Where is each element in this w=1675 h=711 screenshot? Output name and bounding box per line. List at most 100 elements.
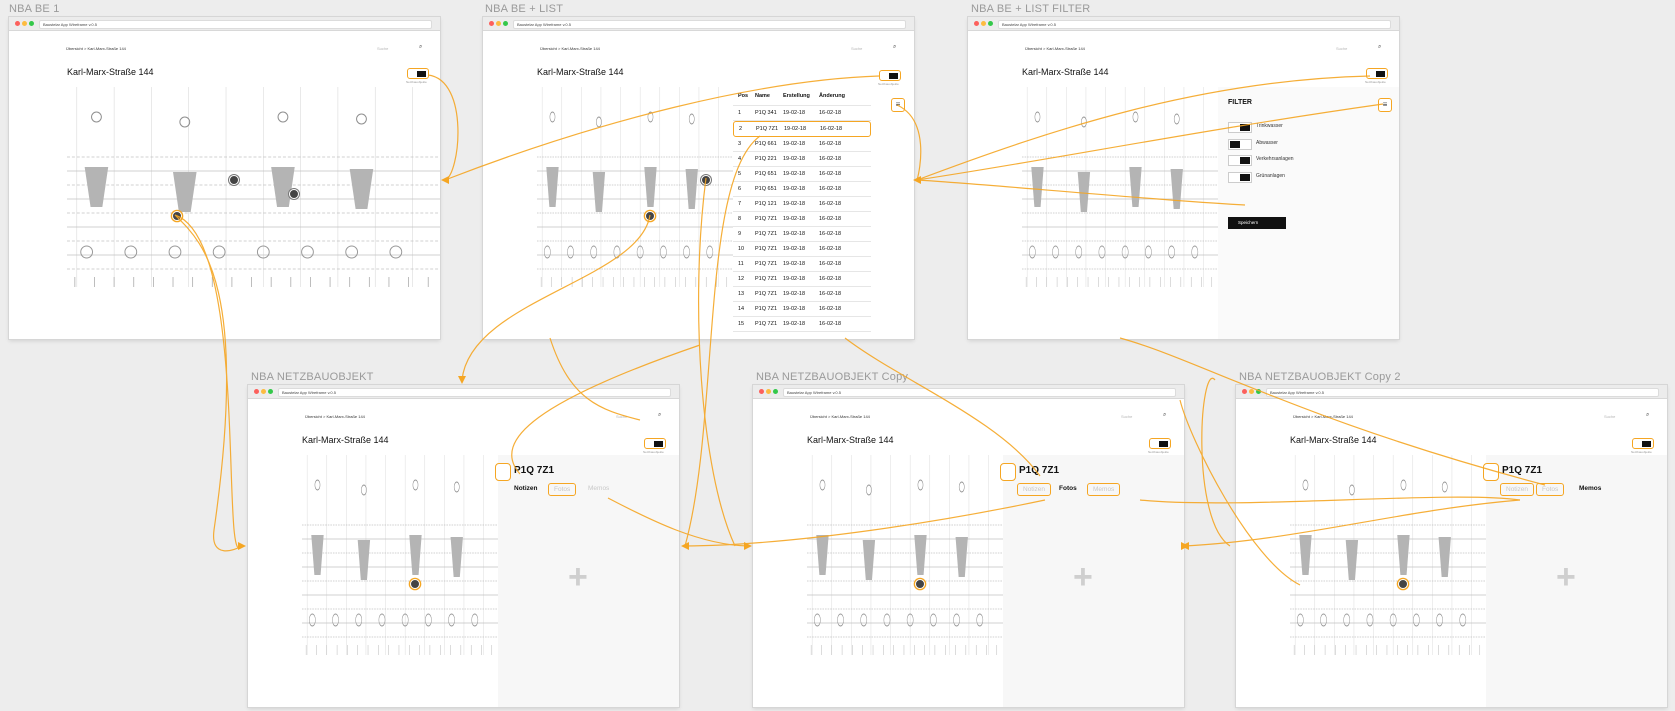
object-badge-icon[interactable] <box>1000 463 1016 481</box>
construction-plan-image[interactable] <box>1290 455 1486 655</box>
table-row[interactable]: 2 P1Q 7Z1 19-02-18 16-02-18 <box>733 121 871 137</box>
map-pin-icon[interactable] <box>410 579 420 589</box>
minimize-dot-icon[interactable] <box>22 21 27 26</box>
address-bar[interactable]: Baustelar App Wireframe v.0.5 <box>998 20 1391 29</box>
tab-memos[interactable]: Memos <box>588 485 610 492</box>
toggle-switch[interactable] <box>407 68 429 79</box>
toggle-switch[interactable] <box>1149 438 1171 449</box>
table-row[interactable]: 13 P1Q 7Z1 19-02-18 16-02-18 <box>733 287 871 302</box>
plus-icon[interactable]: + <box>1556 558 1576 596</box>
tab-notes[interactable]: Notizen <box>514 485 538 492</box>
tab-photos[interactable]: Fotos <box>548 483 577 496</box>
filter-icon[interactable]: ≡ <box>891 98 905 112</box>
tab-photos[interactable]: Fotos <box>1059 485 1077 492</box>
map-pin-icon[interactable] <box>172 211 182 221</box>
table-row[interactable]: 5 P1Q 651 19-02-18 16-02-18 <box>733 167 871 182</box>
search-icon[interactable]: ⌕ <box>893 44 897 50</box>
map-pin-icon[interactable] <box>229 175 239 185</box>
object-badge-icon[interactable] <box>495 463 511 481</box>
col-name[interactable]: Name <box>755 93 770 99</box>
table-row[interactable]: 1 P1Q 341 19-02-18 16-02-18 <box>733 106 871 121</box>
tab-memos[interactable]: Memos <box>1579 485 1602 492</box>
construction-plan-image[interactable] <box>807 455 1003 655</box>
close-dot-icon[interactable] <box>974 21 979 26</box>
toggle-switch[interactable] <box>644 438 666 449</box>
save-button[interactable]: Speichern <box>1228 217 1286 229</box>
search-icon[interactable]: ⌕ <box>1646 412 1650 418</box>
minimize-dot-icon[interactable] <box>981 21 986 26</box>
toggle-switch[interactable] <box>1366 68 1388 79</box>
table-row[interactable]: 10 P1Q 7Z1 19-02-18 16-02-18 <box>733 242 871 257</box>
search-icon[interactable]: ⌕ <box>419 44 423 50</box>
search-input[interactable]: Suche <box>1604 414 1616 419</box>
map-pin-icon[interactable] <box>701 175 711 185</box>
close-dot-icon[interactable] <box>254 389 259 394</box>
breadcrumb[interactable]: Übersicht > Karl-Marx-Straße 144 <box>1293 414 1353 419</box>
table-row[interactable]: 12 P1Q 7Z1 19-02-18 16-02-18 <box>733 272 871 287</box>
close-dot-icon[interactable] <box>759 389 764 394</box>
search-icon[interactable]: ⌕ <box>658 412 662 418</box>
minimize-dot-icon[interactable] <box>1249 389 1254 394</box>
search-input[interactable]: Suche <box>1336 46 1348 51</box>
maximize-dot-icon[interactable] <box>988 21 993 26</box>
breadcrumb[interactable]: Übersicht > Karl-Marx-Straße 144 <box>66 46 126 51</box>
table-row[interactable]: 9 P1Q 7Z1 19-02-18 16-02-18 <box>733 227 871 242</box>
breadcrumb[interactable]: Übersicht > Karl-Marx-Straße 144 <box>810 414 870 419</box>
address-bar[interactable]: Baustelar App Wireframe v.0.5 <box>39 20 432 29</box>
maximize-dot-icon[interactable] <box>29 21 34 26</box>
col-changed[interactable]: Änderung <box>819 93 845 99</box>
construction-plan-image[interactable] <box>67 87 440 287</box>
address-bar[interactable]: Baustelar App Wireframe v.0.5 <box>513 20 906 29</box>
col-pos[interactable]: Pos <box>738 93 749 99</box>
minimize-dot-icon[interactable] <box>261 389 266 394</box>
tab-notes[interactable]: Notizen <box>1017 483 1052 496</box>
plus-icon[interactable]: + <box>568 558 588 596</box>
construction-plan-image[interactable] <box>302 455 498 655</box>
construction-plan-image[interactable] <box>1022 87 1218 287</box>
table-row[interactable]: 6 P1Q 651 19-02-18 16-02-18 <box>733 182 871 197</box>
minimize-dot-icon[interactable] <box>496 21 501 26</box>
close-dot-icon[interactable] <box>489 21 494 26</box>
construction-plan-image[interactable] <box>537 87 733 287</box>
toggle-switch[interactable] <box>1632 438 1654 449</box>
maximize-dot-icon[interactable] <box>1256 389 1261 394</box>
table-row[interactable]: 3 P1Q 661 19-02-18 16-02-18 <box>733 137 871 152</box>
table-row[interactable]: 4 P1Q 221 19-02-18 16-02-18 <box>733 152 871 167</box>
plus-icon[interactable]: + <box>1073 558 1093 596</box>
maximize-dot-icon[interactable] <box>503 21 508 26</box>
search-icon[interactable]: ⌕ <box>1378 44 1382 50</box>
address-bar[interactable]: Baustelar App Wireframe v.0.5 <box>1266 388 1659 397</box>
search-input[interactable]: Suche <box>851 46 863 51</box>
col-created[interactable]: Erstellung <box>783 93 810 99</box>
table-row[interactable]: 11 P1Q 7Z1 19-02-18 16-02-18 <box>733 257 871 272</box>
minimize-dot-icon[interactable] <box>766 389 771 394</box>
table-row[interactable]: 15 P1Q 7Z1 19-02-18 16-02-18 <box>733 317 871 332</box>
map-pin-icon[interactable] <box>1398 579 1408 589</box>
table-row[interactable]: 7 P1Q 121 19-02-18 16-02-18 <box>733 197 871 212</box>
filter-toggle[interactable] <box>1228 172 1252 183</box>
search-input[interactable]: Suche <box>1121 414 1133 419</box>
filter-toggle[interactable] <box>1228 155 1252 166</box>
search-icon[interactable]: ⌕ <box>1163 412 1167 418</box>
filter-icon[interactable]: ≡ <box>1378 98 1392 112</box>
search-input[interactable]: Suche <box>616 414 628 419</box>
tab-notes[interactable]: Notizen <box>1500 483 1535 496</box>
breadcrumb[interactable]: Übersicht > Karl-Marx-Straße 144 <box>540 46 600 51</box>
search-input[interactable]: Suche <box>377 46 389 51</box>
filter-toggle[interactable] <box>1228 139 1252 150</box>
table-row[interactable]: 8 P1Q 7Z1 19-02-18 16-02-18 <box>733 212 871 227</box>
filter-toggle[interactable] <box>1228 122 1252 133</box>
table-row[interactable]: 14 P1Q 7Z1 19-02-18 16-02-18 <box>733 302 871 317</box>
breadcrumb[interactable]: Übersicht > Karl-Marx-Straße 144 <box>1025 46 1085 51</box>
close-dot-icon[interactable] <box>15 21 20 26</box>
toggle-switch[interactable] <box>879 70 901 81</box>
close-dot-icon[interactable] <box>1242 389 1247 394</box>
maximize-dot-icon[interactable] <box>268 389 273 394</box>
tab-photos[interactable]: Fotos <box>1536 483 1565 496</box>
tab-memos[interactable]: Memos <box>1087 483 1121 496</box>
map-pin-icon[interactable] <box>915 579 925 589</box>
maximize-dot-icon[interactable] <box>773 389 778 394</box>
address-bar[interactable]: Baustelar App Wireframe v.0.5 <box>783 388 1176 397</box>
map-pin-icon[interactable] <box>645 211 655 221</box>
breadcrumb[interactable]: Übersicht > Karl-Marx-Straße 144 <box>305 414 365 419</box>
